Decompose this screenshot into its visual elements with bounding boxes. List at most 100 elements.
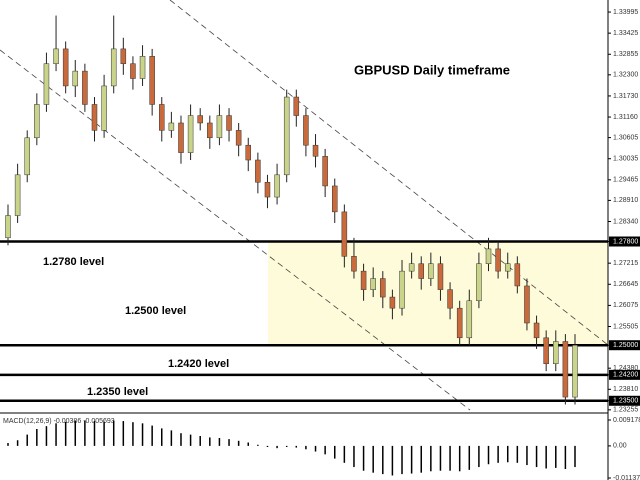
y-tick-label: 1.33995 <box>613 9 638 16</box>
candle-body <box>341 211 348 257</box>
candle-body <box>91 104 98 131</box>
candle-body <box>255 159 261 183</box>
trend-line <box>0 49 471 411</box>
candle-body <box>187 115 194 153</box>
y-tick-label: 1.30035 <box>613 156 638 163</box>
candle-body <box>226 115 232 131</box>
candle-body <box>399 270 405 309</box>
candle-body <box>322 156 328 187</box>
y-tick-label: 1.31730 <box>613 93 638 100</box>
level-zone <box>268 241 608 346</box>
chart-title: GBPUSD Daily timeframe <box>354 62 510 77</box>
candle-body <box>380 278 386 298</box>
candle-body <box>370 278 376 290</box>
candle-body <box>274 174 280 198</box>
tick-highlight <box>609 236 640 247</box>
candle-body <box>437 263 444 290</box>
candle-body <box>572 344 578 398</box>
y2-tick-label: 0.00 <box>613 443 627 450</box>
candle-body <box>351 256 357 272</box>
candle-body <box>235 130 242 146</box>
candle-body <box>110 48 117 87</box>
y-tick-label: 1.31160 <box>613 114 638 121</box>
candle-body <box>245 144 252 161</box>
candle-body <box>159 104 165 131</box>
candle-body <box>24 137 30 176</box>
y-tick-label: 1.30605 <box>613 134 638 141</box>
y-tick-label: 1.24200 <box>613 372 638 379</box>
y-tick-label: 1.32300 <box>613 72 638 79</box>
candle-body <box>207 122 213 139</box>
candle-body <box>293 96 300 116</box>
candle-body <box>216 115 223 139</box>
candle-body <box>178 122 184 153</box>
candle-body <box>130 63 136 79</box>
candle-body <box>562 341 569 398</box>
candle-body <box>14 174 21 216</box>
y-tick-label: 1.23255 <box>613 407 638 414</box>
y2-tick-label: 0.009178 <box>613 417 640 424</box>
level-label: 1.2780 level <box>43 256 104 268</box>
candle-body <box>72 70 79 87</box>
candle-body <box>543 337 549 364</box>
candle-body <box>456 307 463 339</box>
candle-body <box>418 263 424 279</box>
candle-body <box>533 322 540 339</box>
y-tick-label: 1.23500 <box>613 398 638 405</box>
candle-body <box>389 296 396 309</box>
y2-tick-label: -0.011378 <box>613 475 640 480</box>
candle-body <box>495 248 501 272</box>
y-tick-label: 1.26075 <box>613 302 638 309</box>
y-tick-label: 1.29465 <box>613 177 638 184</box>
trend-line <box>169 0 609 346</box>
candle-body <box>5 215 11 239</box>
candle-body <box>485 248 492 264</box>
y-tick-label: 1.28910 <box>613 197 638 204</box>
candle-body <box>139 56 146 79</box>
tick-highlight <box>609 340 640 351</box>
candle-body <box>34 104 40 139</box>
candle-body <box>53 48 59 64</box>
y-tick-label: 1.27800 <box>613 238 638 245</box>
candle-body <box>312 144 319 157</box>
candle-body <box>283 96 290 176</box>
y-tick-label: 1.27215 <box>613 260 638 267</box>
candle-body <box>331 185 338 213</box>
level-label: 1.2500 level <box>125 305 186 317</box>
candle-body <box>466 300 473 339</box>
macd-label: MACD(12,26,9) -0.00386 -0.005693 <box>3 418 115 425</box>
candle-body <box>101 85 107 131</box>
candle-body <box>149 56 155 105</box>
y-tick-label: 1.26645 <box>613 281 638 288</box>
candle-body <box>120 48 127 64</box>
candle-body <box>553 341 559 364</box>
candle-body <box>524 285 530 324</box>
candle-body <box>428 263 434 279</box>
tick-highlight <box>609 369 640 380</box>
y-tick-label: 1.33425 <box>613 30 638 37</box>
level-label: 1.2420 level <box>168 358 229 370</box>
tick-highlight <box>609 395 640 406</box>
y-tick-label: 1.25000 <box>613 342 638 349</box>
candle-body <box>264 181 271 198</box>
candle-body <box>447 289 453 309</box>
candle-body <box>514 263 521 287</box>
candle-body <box>82 70 88 105</box>
y-tick-label: 1.25505 <box>613 323 638 330</box>
candle-body <box>408 263 415 272</box>
y-tick-label: 1.32855 <box>613 51 638 58</box>
candle-body <box>476 263 482 302</box>
y-tick-label: 1.24380 <box>613 365 638 372</box>
candle-body <box>197 115 203 124</box>
candle-body <box>504 263 511 272</box>
candle-body <box>43 63 50 105</box>
y-tick-label: 1.28340 <box>613 218 638 225</box>
candle-body <box>360 270 367 290</box>
candle-body <box>62 48 69 87</box>
level-label: 1.2350 level <box>87 386 148 398</box>
candle-body <box>168 122 175 131</box>
candle-body <box>303 115 309 146</box>
